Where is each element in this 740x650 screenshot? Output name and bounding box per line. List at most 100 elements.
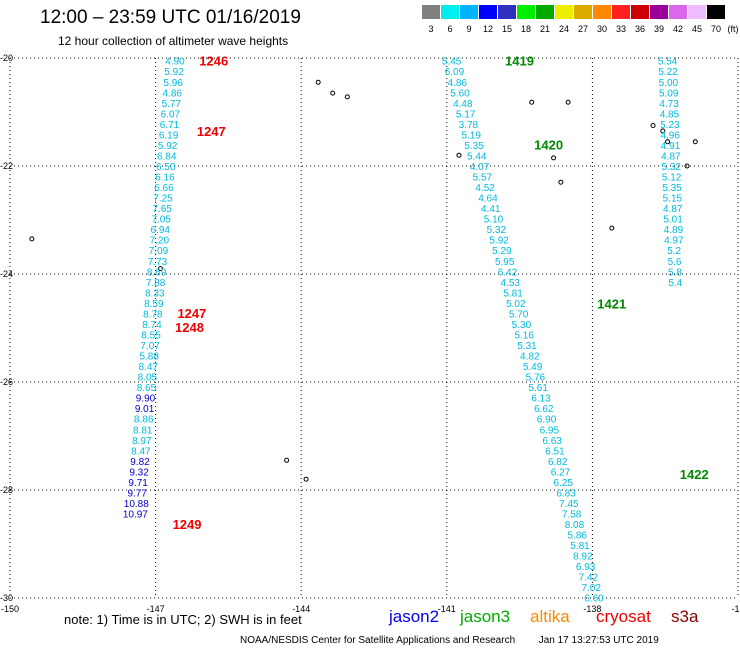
swh-value-label: 8.59 [144,299,164,310]
swh-value-label: 5.35 [464,141,484,152]
swh-value-label: 5.61 [528,383,548,394]
island-outline [29,236,35,242]
legend-swatch [631,5,649,19]
swh-value-label: 4.87 [663,204,683,215]
swh-value-label: 4.41 [481,204,501,215]
y-tick-label: -24 [0,269,13,279]
legend-label: 9 [466,24,472,34]
swh-value-label: 8.47 [131,446,151,457]
swh-value-label: 3.78 [459,120,479,131]
island-outline [692,139,698,145]
swh-value-label: 5.95 [495,257,515,268]
island-outline [303,476,309,482]
pass-time-label: 1421 [597,297,626,312]
swh-value-label: 8.74 [142,320,162,331]
legend-label: 39 [653,24,664,34]
island-outline [344,94,350,100]
satellite-jason3-label: jason3 [460,607,511,626]
swh-value-label: 9.32 [129,467,149,478]
swh-value-label: 6.09 [445,67,465,78]
island-outline [660,128,666,134]
swh-value-label: 7.45 [559,499,579,510]
swh-value-label: 5.4 [668,278,682,289]
legend-label: 6 [447,24,453,34]
pass-time-label: 1247 [197,124,226,139]
swh-value-label: 8.08 [565,520,585,531]
swh-value-label: 5.76 [526,373,546,384]
swh-value-label: 5.70 [509,309,529,320]
swh-value-label: 8.65 [137,383,157,394]
island-outline [565,99,571,105]
island-outline [665,139,671,145]
swh-value-label: 5.31 [517,341,537,352]
swh-value-label: 5.00 [659,78,679,89]
island-outline [284,457,290,463]
swh-value-label: 5.86 [567,531,587,542]
swh-value-label: 5.29 [492,246,512,257]
y-tick-label: -22 [0,161,13,171]
satellite-altika-label: altika [530,607,570,626]
swh-value-label: 4.87 [661,151,681,162]
swh-value-label: 6.62 [534,404,554,415]
pass-time-label: 1246 [199,54,228,69]
swh-value-label: 4.85 [660,109,680,120]
swh-value-label: 5.12 [662,173,682,184]
island-outline [609,225,615,231]
satellite-jason2-label: jason2 [389,607,440,626]
swh-value-label: 6.25 [554,478,574,489]
swh-value-label: 5.57 [473,173,493,184]
legend-swatch [517,5,535,19]
swh-value-label: 8.69 [147,267,167,278]
swh-value-label: 6.90 [537,415,557,426]
swh-value-label: 5.22 [658,67,678,78]
swh-value-label: 5.02 [506,299,526,310]
legend-swatch [707,5,725,19]
swh-value-label: 8.55 [141,330,161,341]
x-tick-label: -147 [147,604,165,614]
swh-value-label: 9.90 [136,394,156,405]
chart-title: 12:00 – 23:59 UTC 01/16/2019 [40,7,301,28]
y-tick-label: -28 [0,485,13,495]
legend-swatch [441,5,459,19]
swh-value-label: 8.33 [145,288,165,299]
legend-label: 42 [672,24,683,34]
swh-value-label: 9.71 [128,478,148,489]
swh-value-label: 4.86 [448,78,468,89]
island-outline [551,155,557,161]
legend-swatch [650,5,668,19]
note-text: note: 1) Time is in UTC; 2) SWH is in fe… [64,612,302,627]
x-tick-label: -138 [583,604,601,614]
swh-value-label: 5.6 [668,257,682,268]
swh-value-label: 8.92 [573,552,593,563]
island-outline [456,152,462,158]
swh-value-label: 4.52 [475,183,495,194]
swh-value-label: 5.10 [484,215,504,226]
swh-value-label: 5.35 [662,183,682,194]
swh-value-label: 9.82 [130,457,150,468]
swh-value-label: 6.07 [161,109,181,120]
pass-time-label: 1247 [177,306,206,321]
swh-value-label: 5.81 [570,541,590,552]
legend-swatch [574,5,592,19]
swh-value-label: 10.88 [124,499,149,510]
legend-label: 12 [482,24,493,34]
swh-value-label: 7.58 [562,509,582,520]
swh-value-label: 5.17 [456,109,476,120]
swh-value-label: 6.83 [556,488,576,499]
swh-value-label: 4.91 [661,141,681,152]
swh-value-label: 7.25 [153,194,173,205]
pass-time-label: 1249 [173,517,202,532]
credit-text: NOAA/NESDIS Center for Satellite Applica… [240,635,516,646]
swh-value-label: 4.90 [165,57,185,68]
swh-value-label: 5.92 [489,236,509,247]
swh-value-label: 5.45 [442,57,462,68]
legend-swatch [555,5,573,19]
legend-swatch [593,5,611,19]
legend-swatch [479,5,497,19]
legend-swatch [612,5,630,19]
swh-value-label: 4.64 [478,194,498,205]
swh-value-label: 5.30 [512,320,532,331]
legend-label: 18 [520,24,531,34]
swh-value-label: 6.42 [498,267,518,278]
pass-time-label: 1248 [175,320,204,335]
